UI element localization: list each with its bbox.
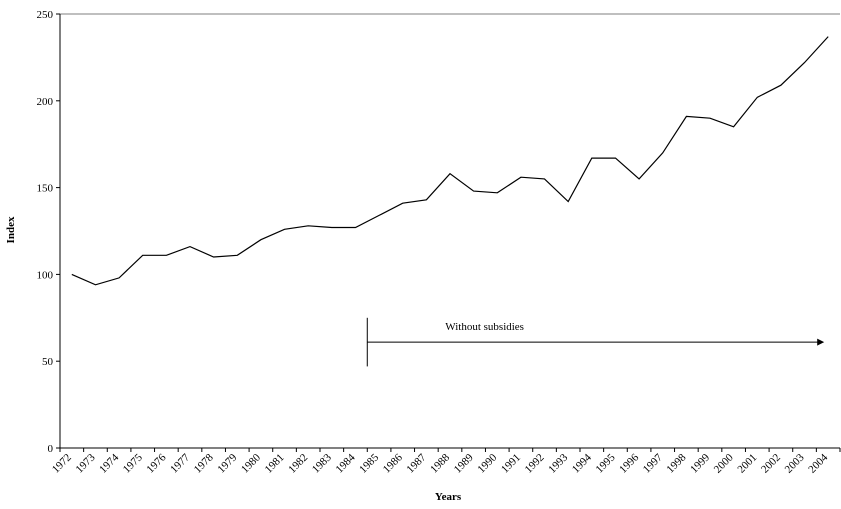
y-tick-label: 0 [48, 443, 54, 455]
x-tick-label: 2002 [759, 452, 783, 476]
x-tick-label: 1988 [428, 451, 452, 475]
x-tick-label: 1980 [239, 451, 263, 475]
x-tick-label: 1999 [688, 451, 712, 475]
x-tick-label: 2001 [735, 452, 759, 476]
y-axis-title: Index [5, 216, 17, 243]
data-point [307, 224, 310, 227]
data-point [614, 157, 617, 160]
x-axis-title: Years [435, 491, 462, 503]
data-point [94, 283, 97, 286]
data-point [449, 172, 452, 175]
data-point [425, 198, 428, 201]
data-series [70, 35, 830, 286]
data-point [401, 202, 404, 205]
x-tick-label: 2000 [712, 451, 736, 475]
y-tick-label: 250 [37, 9, 54, 21]
x-tick-label: 1989 [452, 451, 476, 475]
y-tick-label: 200 [37, 96, 54, 108]
x-tick-label: 1974 [97, 451, 121, 475]
data-point [260, 238, 263, 241]
x-tick-label: 1976 [144, 451, 168, 475]
x-tick-label: 1997 [641, 451, 665, 475]
x-tick-label: 1978 [192, 451, 216, 475]
data-point [590, 157, 593, 160]
x-tick-label: 1990 [475, 451, 499, 475]
x-tick-label: 1983 [310, 451, 334, 475]
x-tick-label: 1998 [664, 451, 688, 475]
data-point [165, 254, 168, 257]
x-axis-ticks: 1972 1973 1974 1975 1976 1977 1978 1979 1980 1981… [50, 448, 841, 476]
data-point [141, 254, 144, 257]
data-point [118, 276, 121, 279]
data-point [189, 245, 192, 248]
data-point [378, 214, 381, 217]
x-tick-label: 1973 [74, 451, 98, 475]
annotation-group: Without subsidies [366, 317, 825, 367]
x-tick-label: 1994 [570, 451, 594, 475]
data-point [638, 178, 641, 181]
x-tick-label: 1992 [523, 452, 547, 476]
x-tick-label: 1996 [617, 451, 641, 475]
data-point [709, 117, 712, 120]
y-tick-label: 150 [37, 183, 54, 195]
data-point [685, 115, 688, 118]
annotation-label: Without subsidies [445, 321, 524, 333]
data-point [520, 176, 523, 179]
data-point [756, 96, 759, 99]
x-tick-label: 1995 [594, 451, 618, 475]
series-line [71, 36, 829, 286]
x-tick-label: 2004 [806, 451, 830, 475]
x-tick-label: 1979 [215, 451, 239, 475]
y-tick-label: 100 [37, 269, 54, 281]
data-point [496, 191, 499, 194]
axes [59, 13, 840, 449]
x-tick-label: 1984 [334, 451, 358, 475]
x-tick-label: 1977 [168, 451, 192, 475]
data-point [354, 226, 357, 229]
y-axis-ticks: 0 50 100 150 200 250 [37, 9, 60, 455]
x-tick-label: 2003 [783, 451, 807, 475]
data-point [732, 125, 735, 128]
x-tick-label: 1982 [286, 452, 310, 476]
x-tick-label: 1985 [357, 451, 381, 475]
data-point [827, 35, 830, 38]
y-tick-label: 50 [42, 356, 54, 368]
data-point [803, 61, 806, 64]
data-point [543, 178, 546, 181]
x-tick-label: 1987 [404, 451, 428, 475]
annotation-arrowhead [817, 338, 825, 346]
data-point [212, 256, 215, 259]
data-point [70, 273, 73, 276]
data-point [661, 151, 664, 154]
data-point [330, 226, 333, 229]
data-point [236, 254, 239, 257]
data-point [472, 190, 475, 193]
x-tick-label: 1972 [50, 452, 74, 476]
data-point [780, 84, 783, 87]
data-point [283, 228, 286, 231]
x-tick-label: 1991 [499, 452, 523, 476]
x-tick-label: 1975 [121, 451, 145, 475]
x-tick-label: 1993 [546, 451, 570, 475]
x-tick-label: 1981 [263, 452, 287, 476]
x-tick-label: 1986 [381, 451, 405, 475]
data-point [567, 200, 570, 203]
